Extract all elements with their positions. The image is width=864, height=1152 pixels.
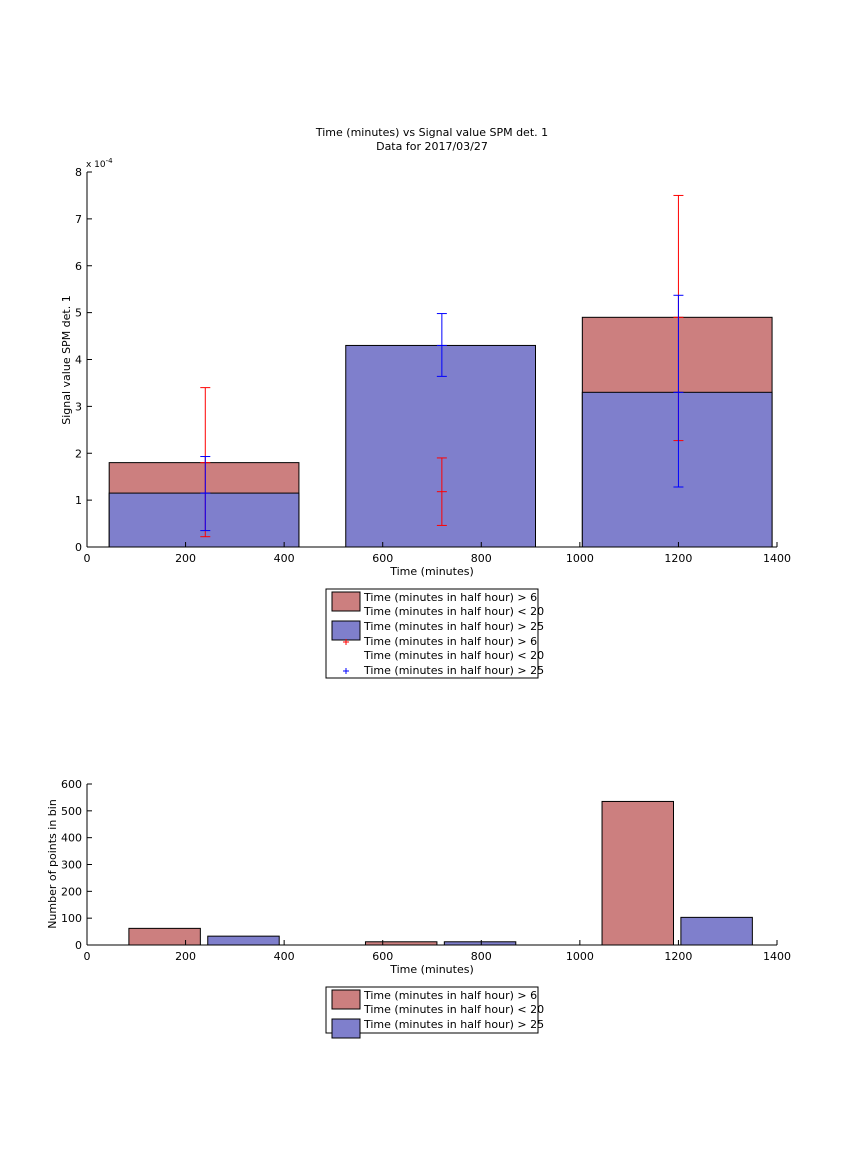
bar-series-b: [581, 391, 773, 548]
chart1-y-tick-label: 6: [75, 260, 82, 273]
chart1-y-tick-label: 2: [75, 447, 82, 460]
chart1-y-tick-label: 7: [75, 213, 82, 226]
signal-chart: Time (minutes) vs Signal value SPM det. …: [60, 126, 791, 679]
chart1-y-tick-label: 1: [75, 494, 82, 507]
chart2-legend-swatch: [331, 989, 361, 1010]
errorbar-series-b: [673, 294, 684, 488]
chart1-legend-box: [325, 588, 539, 679]
chart1-y-tick-label: 4: [75, 354, 82, 367]
count-bar-series-a: [128, 927, 201, 946]
errorbar-series-b: [200, 456, 211, 532]
chart2-y-tick-label: 200: [61, 885, 82, 898]
y-exponent-base: x 10: [86, 160, 106, 170]
y-exponent-power: -4: [106, 157, 114, 165]
chart1-legend-plus-marker: [343, 668, 349, 674]
chart1-errorbars: [200, 194, 684, 538]
errorbar-series-b: [436, 313, 447, 377]
count-bar-series-b: [680, 916, 753, 946]
chart1-x-tick-label: 1200: [664, 552, 692, 565]
chart1-y-tick-label: 3: [75, 400, 82, 413]
chart1-x-tick-label: 400: [274, 552, 295, 565]
chart2-x-axis-label: Time (minutes): [389, 963, 474, 976]
chart2-y-axis-label: Number of points in bin: [46, 799, 59, 929]
chart2-legend-label: Time (minutes in half hour) < 20: [363, 1003, 544, 1016]
chart2-legend-label: Time (minutes in half hour) > 25: [363, 1018, 544, 1031]
chart1-x-tick-label: 1400: [763, 552, 791, 565]
chart1-legend-label: Time (minutes in half hour) > 6: [363, 591, 537, 604]
chart1-x-tick-label: 800: [471, 552, 492, 565]
count-bar-series-a: [601, 800, 674, 946]
chart2-legend-box: [325, 986, 539, 1034]
chart1-x-tick-label: 0: [84, 552, 91, 565]
chart1-legend-label: Time (minutes in half hour) > 25: [363, 664, 544, 677]
chart2-y-tick-label: 0: [75, 939, 82, 952]
chart2-legend-swatch: [331, 1018, 361, 1039]
chart1-legend-label: Time (minutes in half hour) < 20: [363, 649, 544, 662]
chart2-y-tick-label: 400: [61, 832, 82, 845]
chart1-y-exponent: x 10-4: [86, 157, 113, 170]
chart2-y-tick-label: 300: [61, 859, 82, 872]
chart2-x-tick-label: 200: [175, 950, 196, 963]
chart2-legend-label: Time (minutes in half hour) > 6: [363, 989, 537, 1002]
chart1-x-tick-label: 1000: [566, 552, 594, 565]
chart2-y-tick-label: 600: [61, 778, 82, 791]
chart1-x-tick-label: 200: [175, 552, 196, 565]
errorbar-series-a: [436, 457, 447, 526]
chart1-ticks: 0 200 400 600 800 1000 1200 1400 0 1 2 3 4 5 6 7 8: [75, 166, 791, 565]
count-chart: 0 200 400 600 800 1000 1200 1400 0 100 200 300 400 50…: [46, 778, 791, 1039]
chart2-y-tick-label: 100: [61, 912, 82, 925]
chart1-x-tick-label: 600: [372, 552, 393, 565]
chart2-ticks: 0 200 400 600 800 1000 1200 1400 0 100 200 300 400 50…: [61, 778, 791, 963]
chart1-y-tick-label: 5: [75, 307, 82, 320]
chart1-legend-swatch: [331, 620, 361, 641]
chart2-x-tick-label: 0: [84, 950, 91, 963]
bar-series-b: [108, 492, 300, 548]
chart2-x-tick-label: 600: [372, 950, 393, 963]
chart1-legend-swatch: [331, 591, 361, 612]
chart1-legend-plus-marker: [343, 639, 349, 645]
chart1-title: Time (minutes) vs Signal value SPM det. …: [315, 126, 548, 139]
chart1-y-tick-label: 8: [75, 166, 82, 179]
bar-series-b: [345, 344, 536, 548]
chart1-x-axis-label: Time (minutes): [389, 565, 474, 578]
chart2-y-tick-label: 500: [61, 805, 82, 818]
chart1-legend-label: Time (minutes in half hour) > 6: [363, 635, 537, 648]
chart2-x-tick-label: 1000: [566, 950, 594, 963]
chart1-legend-label: Time (minutes in half hour) < 20: [363, 605, 544, 618]
chart1-y-tick-label: 0: [75, 541, 82, 554]
chart1-bars: [108, 316, 773, 548]
chart1-legend-label: Time (minutes in half hour) > 25: [363, 620, 544, 633]
chart1-y-axis-label: Signal value SPM det. 1: [60, 295, 73, 425]
chart1-subtitle: Data for 2017/03/27: [376, 140, 488, 153]
chart2-x-tick-label: 800: [471, 950, 492, 963]
chart2-bars: [128, 800, 753, 946]
chart2-x-tick-label: 1400: [763, 950, 791, 963]
chart2-x-tick-label: 1200: [664, 950, 692, 963]
chart2-x-tick-label: 400: [274, 950, 295, 963]
count-bar-series-b: [207, 935, 280, 946]
